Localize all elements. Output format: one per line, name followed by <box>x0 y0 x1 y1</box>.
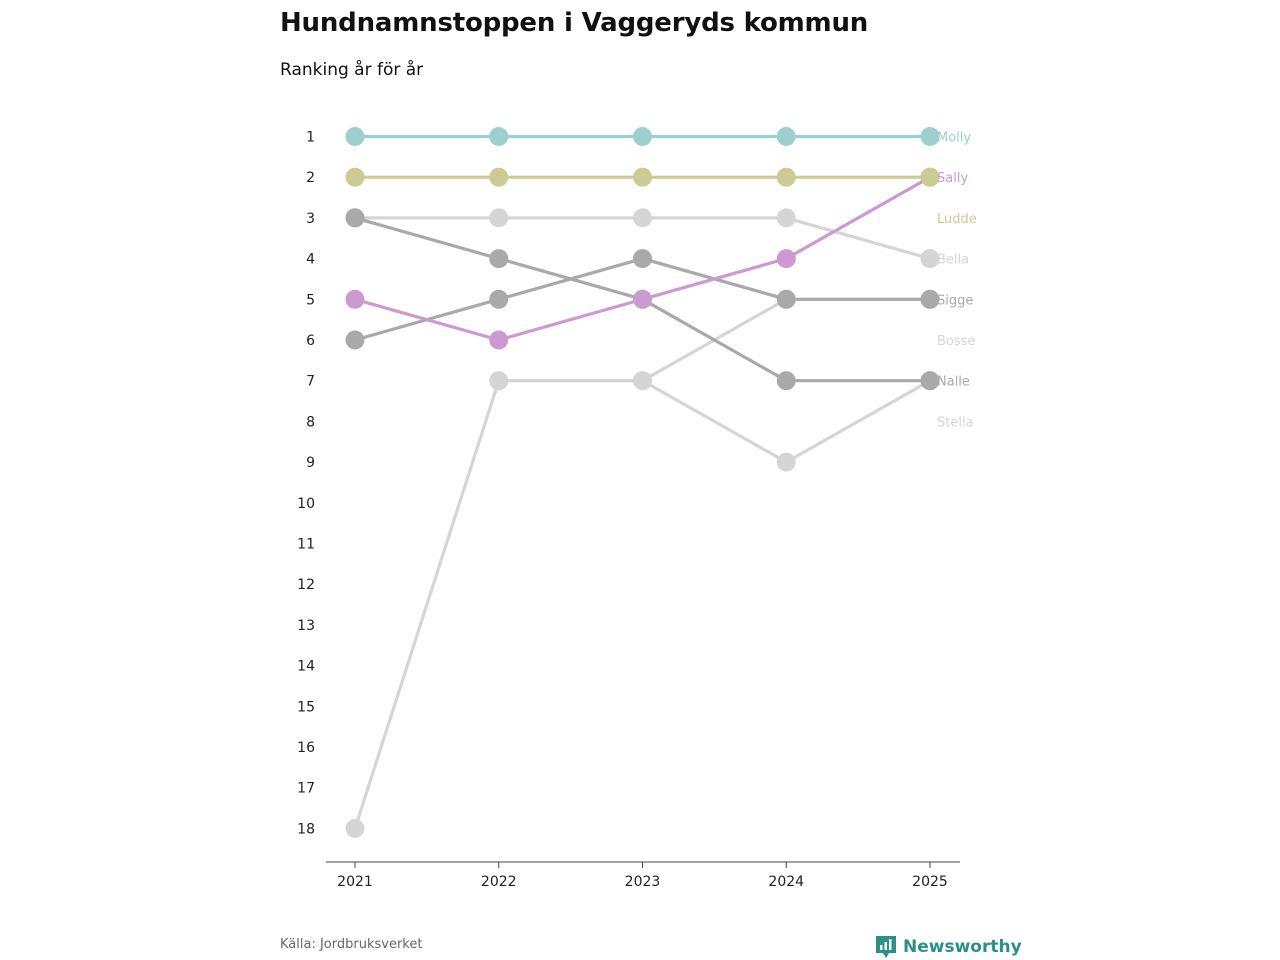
y-tick-label: 15 <box>297 699 315 715</box>
newsworthy-logo: Newsworthy <box>875 935 1022 959</box>
x-axis-ticks: 2021 2022 2023 2024 2025 <box>337 862 948 890</box>
x-tick-label: 2023 <box>625 874 661 890</box>
y-tick-label: 12 <box>297 577 315 593</box>
series-points <box>345 127 940 838</box>
source-note: Källa: Jordbruksverket <box>280 937 423 952</box>
end-label-nalle: Nalle <box>937 375 970 390</box>
point-ludde-2021 <box>345 167 365 187</box>
point-bella-2022 <box>489 208 509 228</box>
point-sally-2024 <box>776 249 796 269</box>
series-lines <box>353 134 932 831</box>
point-nalle-2025 <box>920 371 940 391</box>
point-bosse-2021 <box>345 818 365 838</box>
end-label-bella: Bella <box>937 253 969 268</box>
y-tick-label: 13 <box>297 618 315 634</box>
y-tick-label: 2 <box>306 170 315 186</box>
point-molly-2025 <box>920 127 940 146</box>
y-tick-label: 17 <box>297 781 315 797</box>
point-sally-2023 <box>633 289 652 309</box>
point-nalle-2024 <box>776 371 796 391</box>
series-end-labels: Molly Sally Ludde Bella Sigge Bosse Nalle Stell… <box>937 131 977 431</box>
point-sigge-2022 <box>489 289 509 309</box>
point-molly-2023 <box>633 127 652 146</box>
point-sally-2022 <box>489 330 509 350</box>
point-bosse-2023 <box>633 371 652 391</box>
point-ludde-2025 <box>920 167 940 187</box>
point-molly-2024 <box>776 127 796 146</box>
chart-subtitle: Ranking år för år <box>280 60 424 80</box>
point-ludde-2024 <box>776 167 796 187</box>
y-tick-label: 1 <box>306 130 315 146</box>
y-tick-label: 5 <box>306 292 315 308</box>
x-tick-label: 2021 <box>337 874 373 890</box>
point-molly-2022 <box>489 127 509 146</box>
end-label-ludde: Ludde <box>937 212 977 227</box>
point-bella-2023 <box>633 208 652 228</box>
y-tick-label: 16 <box>297 740 315 756</box>
y-tick-label: 8 <box>306 414 315 430</box>
bar-chart-icon <box>876 936 896 958</box>
point-bella-2024 <box>776 208 796 228</box>
point-sigge-2025 <box>920 289 940 309</box>
point-bosse-2022 <box>489 371 509 391</box>
chart-title: Hundnamnstoppen i Vaggeryds kommun <box>280 8 869 38</box>
point-bella-2025 <box>920 249 940 269</box>
y-tick-label: 9 <box>306 455 315 471</box>
point-ludde-2022 <box>489 167 509 187</box>
y-tick-label: 11 <box>297 537 315 553</box>
series-line-stella <box>497 379 932 464</box>
y-tick-label: 18 <box>297 821 315 837</box>
x-tick-label: 2022 <box>481 874 517 890</box>
point-molly-2021 <box>345 127 365 146</box>
point-ludde-2023 <box>633 167 652 187</box>
point-sigge-2023 <box>633 249 652 269</box>
y-tick-label: 10 <box>297 496 315 512</box>
end-label-molly: Molly <box>937 131 971 146</box>
y-tick-label: 6 <box>306 333 315 349</box>
y-tick-label: 7 <box>306 374 315 390</box>
brand-name: Newsworthy <box>903 937 1022 957</box>
end-label-stella: Stella <box>937 415 974 430</box>
x-tick-label: 2024 <box>768 874 804 890</box>
point-sigge-2021 <box>345 330 365 350</box>
x-tick-label: 2025 <box>912 874 948 890</box>
point-sigge-2024 <box>776 289 796 309</box>
point-nalle-2022 <box>489 249 509 269</box>
y-tick-label: 3 <box>306 211 315 227</box>
y-tick-label: 14 <box>297 659 315 675</box>
y-tick-label: 4 <box>306 252 315 268</box>
point-nalle-2021 <box>345 208 365 228</box>
point-sally-2021 <box>345 289 365 309</box>
end-label-bosse: Bosse <box>937 334 975 349</box>
end-label-sally: Sally <box>937 171 968 186</box>
end-label-sigge: Sigge <box>937 293 973 308</box>
point-stella-2024 <box>776 452 796 472</box>
